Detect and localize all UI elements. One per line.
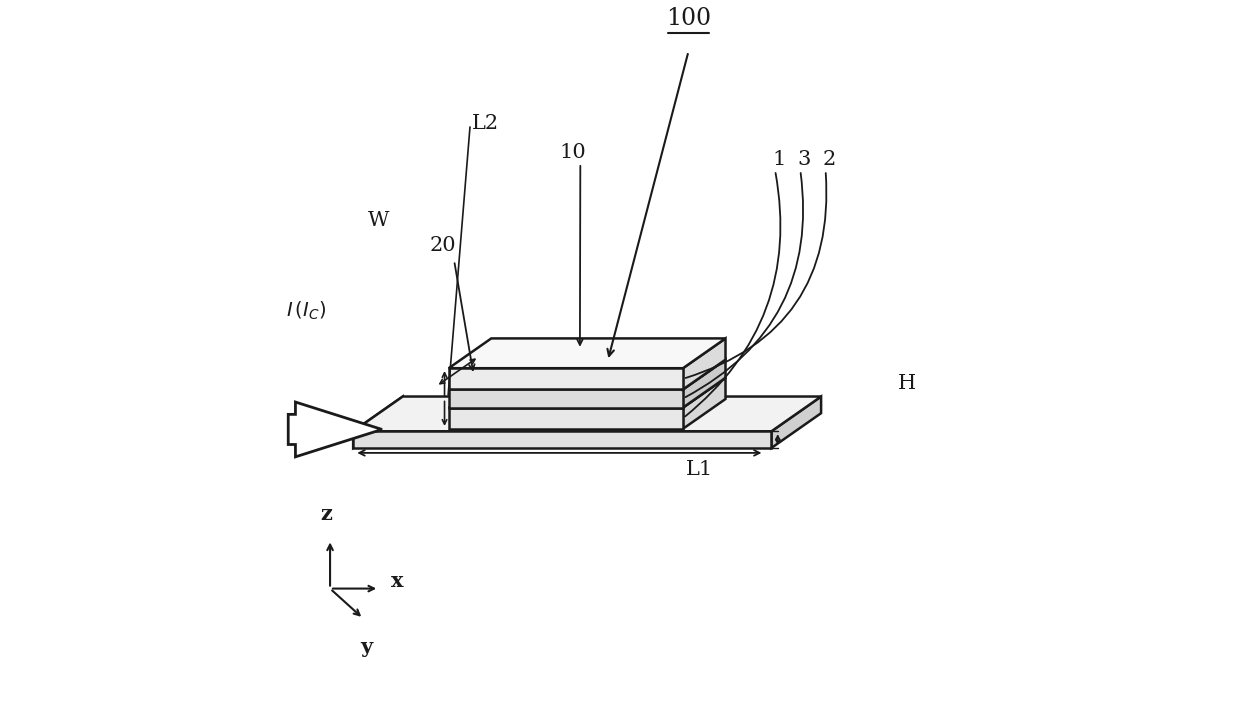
Polygon shape (288, 402, 382, 457)
Polygon shape (771, 396, 821, 448)
Text: x: x (392, 571, 404, 591)
Text: 2: 2 (822, 150, 836, 169)
Text: 20: 20 (430, 237, 456, 256)
Polygon shape (449, 339, 725, 368)
Polygon shape (449, 389, 683, 408)
Text: 3: 3 (797, 150, 811, 169)
Text: H: H (898, 373, 916, 393)
Polygon shape (449, 408, 683, 429)
Polygon shape (449, 360, 725, 389)
Polygon shape (683, 378, 725, 429)
Polygon shape (353, 396, 403, 448)
Text: 10: 10 (559, 143, 587, 162)
Polygon shape (353, 396, 821, 431)
Text: y: y (360, 637, 372, 657)
Text: W: W (367, 212, 389, 230)
Text: 1: 1 (773, 150, 785, 169)
Polygon shape (449, 368, 683, 389)
Text: L2: L2 (472, 114, 500, 133)
Polygon shape (683, 339, 725, 389)
Text: 100: 100 (666, 6, 711, 30)
Polygon shape (683, 360, 725, 408)
Text: z: z (320, 504, 332, 523)
Text: L1: L1 (686, 460, 713, 479)
Text: $I\,(I_C)$: $I\,(I_C)$ (286, 300, 326, 322)
Polygon shape (353, 431, 771, 448)
Polygon shape (449, 378, 725, 408)
